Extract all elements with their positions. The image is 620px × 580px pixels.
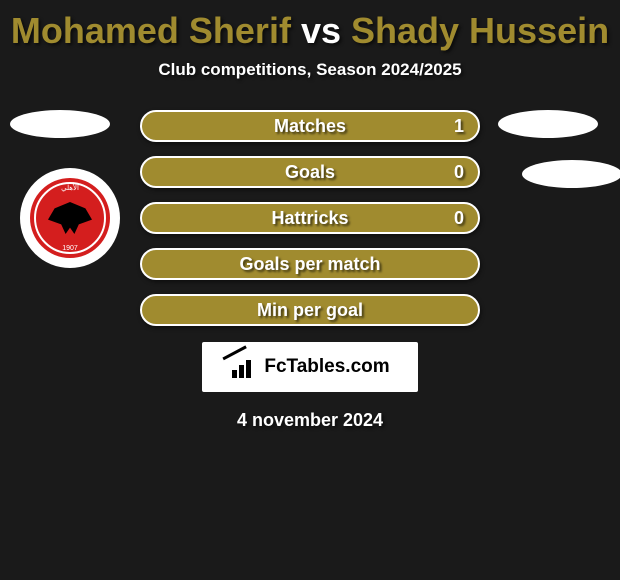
player1-club-badge: الأهلي 1907 <box>20 168 120 268</box>
stat-bars: Matches 1 Goals 0 Hattricks 0 Goals per … <box>140 110 480 326</box>
eagle-icon <box>48 202 92 234</box>
stat-label: Goals per match <box>239 254 380 275</box>
date-text: 4 november 2024 <box>0 410 620 431</box>
subtitle: Club competitions, Season 2024/2025 <box>0 60 620 80</box>
player1-avatar <box>10 110 110 138</box>
stat-bar-matches: Matches 1 <box>140 110 480 142</box>
page-title: Mohamed Sherif vs Shady Hussein <box>0 0 620 52</box>
stat-value: 0 <box>454 162 464 183</box>
player2-avatar <box>498 110 598 138</box>
stat-bar-hattricks: Hattricks 0 <box>140 202 480 234</box>
brand-box: FcTables.com <box>202 342 418 392</box>
stat-label: Min per goal <box>257 300 363 321</box>
stat-bar-mpg: Min per goal <box>140 294 480 326</box>
stat-label: Matches <box>274 116 346 137</box>
player2-name: Shady Hussein <box>351 10 609 51</box>
stat-bar-goals: Goals 0 <box>140 156 480 188</box>
stat-value: 1 <box>454 116 464 137</box>
club-text-bottom: 1907 <box>62 245 78 252</box>
vs-text: vs <box>301 10 341 51</box>
stat-label: Hattricks <box>271 208 348 229</box>
comparison-content: الأهلي 1907 Matches 1 Goals 0 Hattricks … <box>0 110 620 431</box>
stat-value: 0 <box>454 208 464 229</box>
player1-name: Mohamed Sherif <box>11 10 291 51</box>
club-text-top: الأهلي <box>61 184 79 192</box>
player2-club-avatar <box>522 160 620 188</box>
club-badge-inner: الأهلي 1907 <box>30 178 110 258</box>
stat-bar-gpm: Goals per match <box>140 248 480 280</box>
stat-label: Goals <box>285 162 335 183</box>
brand-chart-icon <box>230 356 258 378</box>
brand-text: FcTables.com <box>264 356 389 378</box>
